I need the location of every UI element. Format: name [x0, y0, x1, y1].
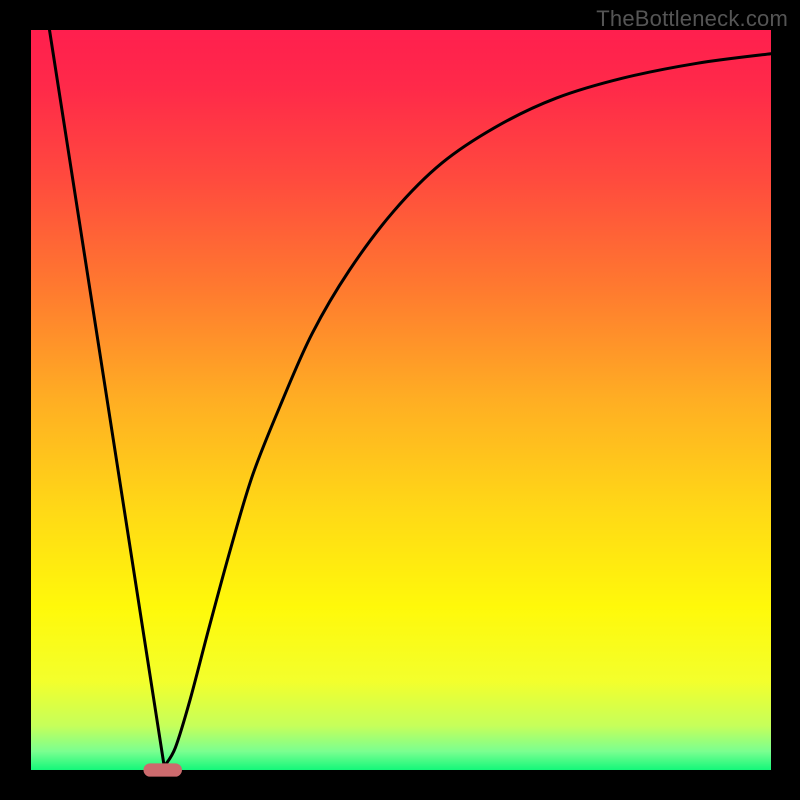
plot-background	[31, 30, 771, 770]
chart-svg	[0, 0, 800, 800]
chart-canvas: TheBottleneck.com	[0, 0, 800, 800]
watermark-label: TheBottleneck.com	[596, 6, 788, 31]
watermark-text: TheBottleneck.com	[596, 6, 788, 32]
marker-group	[143, 763, 181, 776]
bottleneck-marker	[143, 763, 181, 776]
